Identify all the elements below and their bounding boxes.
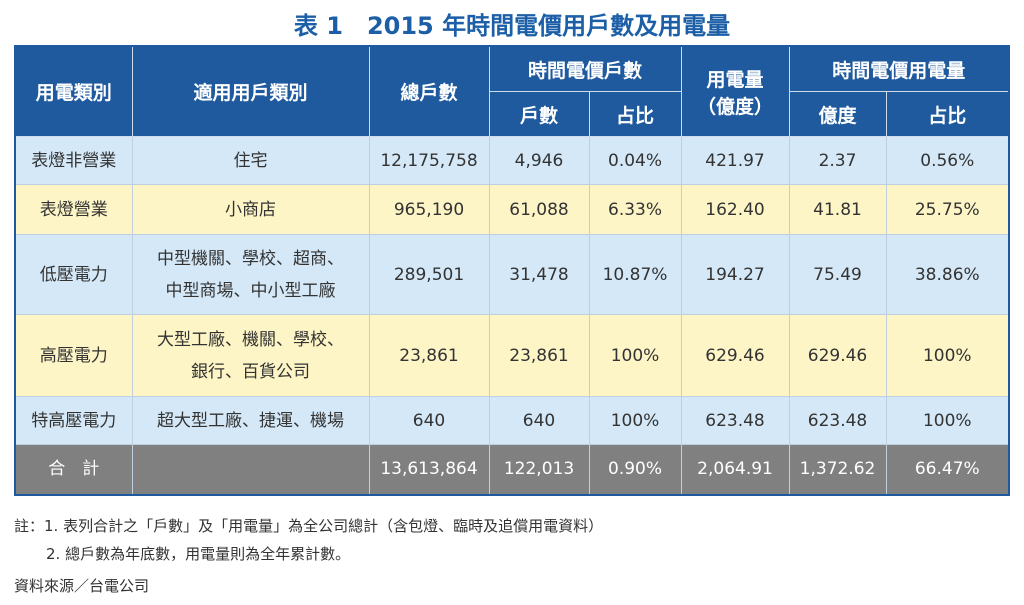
table-cell: 6.33% [588, 184, 682, 235]
table-cell: 640 [488, 396, 590, 445]
table-cell: 1,372.62 [788, 444, 887, 495]
table-row: 高壓電力 大型工廠、機關、學校、 銀行、百貨公司 23,861 23,861 100% 6… [14, 314, 1010, 397]
note: 註：1. 表列合計之「戶數」及「用電量」為全公司總計（含包燈、臨時及追償用電資料… [14, 512, 603, 540]
table-cell: 超大型工廠、捷運、機場 [131, 396, 370, 445]
table-cell: 623.48 [680, 396, 790, 445]
table-cell: 0.04% [588, 136, 682, 185]
header-cell: 占比 [885, 91, 1010, 137]
table-cell: 100% [885, 314, 1010, 397]
table-cell: 100% [588, 396, 682, 445]
total-row: 合 計 13,613,864 122,013 0.90% 2,064.91 1,372.6… [14, 444, 1010, 495]
header-cell: 用電量 （億度） [680, 45, 790, 137]
table-row: 特高壓電力 超大型工廠、捷運、機場 640 640 100% 623.48 623.48 10… [14, 396, 1010, 445]
table-cell: 住宅 [131, 136, 370, 185]
header-cell: 適用用戶類別 [131, 45, 370, 137]
table-cell: 629.46 [680, 314, 790, 397]
table-cell: 特高壓電力 [14, 396, 133, 445]
table-cell: 25.75% [885, 184, 1010, 235]
table-cell: 0.90% [588, 444, 682, 495]
table-cell: 0.56% [885, 136, 1010, 185]
table-cell: 2.37 [788, 136, 887, 185]
table-cell: 12,175,758 [368, 136, 490, 185]
table-row: 表燈營業 小商店 965,190 61,088 6.33% 162.40 41.81 25.7… [14, 184, 1010, 235]
table-cell: 大型工廠、機關、學校、 銀行、百貨公司 [131, 314, 370, 397]
table-cell: 38.86% [885, 234, 1010, 315]
table-cell: 小商店 [131, 184, 370, 235]
table-cell: 31,478 [488, 234, 590, 315]
source: 資料來源／台電公司 [14, 577, 150, 595]
note-text: 1. 表列合計之「戶數」及「用電量」為全公司總計（含包燈、臨時及追償用電資料） [44, 517, 604, 535]
table-cell: 640 [368, 396, 490, 445]
table-cell: 13,613,864 [368, 444, 490, 495]
header-text: （億度） [697, 95, 774, 118]
header-text: 用電量 [706, 68, 764, 91]
table-row: 表燈非營業 住宅 12,175,758 4,946 0.04% 421.97 2.37 0.5… [14, 136, 1010, 185]
table-cell: 中型機關、學校、超商、 中型商場、中小型工廠 [131, 234, 370, 315]
header-cell: 時間電價用電量 [788, 45, 1010, 92]
table-cell: 623.48 [788, 396, 887, 445]
header-cell: 總戶數 [368, 45, 490, 137]
table-cell: 75.49 [788, 234, 887, 315]
header-cell: 戶數 [488, 91, 590, 137]
table-cell: 66.47% [885, 444, 1010, 495]
table-cell: 表燈營業 [14, 184, 133, 235]
table-cell: 23,861 [368, 314, 490, 397]
table: 用電類別 適用用戶類別 總戶數 時間電價戶數 用電量 （億度） 時間電價用電量 戶… [14, 45, 1011, 496]
table-cell: 41.81 [788, 184, 887, 235]
table-cell: 100% [588, 314, 682, 397]
note: 2. 總戶數為年底數，用電量則為全年累計數。 [14, 540, 603, 568]
table-cell: 高壓電力 [14, 314, 133, 397]
table-cell: 2,064.91 [680, 444, 790, 495]
table-cell: 表燈非營業 [14, 136, 133, 185]
table-body: 表燈非營業 住宅 12,175,758 4,946 0.04% 421.97 2.37 0.5… [14, 136, 1010, 495]
table-cell: 100% [885, 396, 1010, 445]
title: 表 1 2015 年時間電價用戶數及用電量 [293, 12, 731, 40]
header-cell: 占比 [588, 91, 682, 137]
table-row: 低壓電力 中型機關、學校、超商、 中型商場、中小型工廠 289,501 31,478 1… [14, 234, 1010, 315]
table-cell: 965,190 [368, 184, 490, 235]
table-cell: 629.46 [788, 314, 887, 397]
note-text: 2. 總戶數為年底數，用電量則為全年累計數。 [46, 545, 351, 563]
table-cell: 122,013 [488, 444, 590, 495]
table-cell: 低壓電力 [14, 234, 133, 315]
note-label: 註： [14, 517, 45, 535]
header-cell: 用電類別 [14, 45, 133, 137]
table-header: 用電類別 適用用戶類別 總戶數 時間電價戶數 用電量 （億度） 時間電價用電量 戶… [14, 45, 1010, 137]
table-cell: 4,946 [488, 136, 590, 185]
header-cell: 時間電價戶數 [488, 45, 682, 92]
table-cell: 194.27 [680, 234, 790, 315]
table-cell: 23,861 [488, 314, 590, 397]
table-cell [131, 444, 370, 495]
table-cell: 421.97 [680, 136, 790, 185]
table-cell: 10.87% [588, 234, 682, 315]
table-cell: 合 計 [14, 444, 133, 495]
table-cell: 61,088 [488, 184, 590, 235]
header-cell: 億度 [788, 91, 887, 137]
table-cell: 162.40 [680, 184, 790, 235]
table-cell: 289,501 [368, 234, 490, 315]
notes: 註：1. 表列合計之「戶數」及「用電量」為全公司總計（含包燈、臨時及追償用電資料… [14, 512, 603, 568]
